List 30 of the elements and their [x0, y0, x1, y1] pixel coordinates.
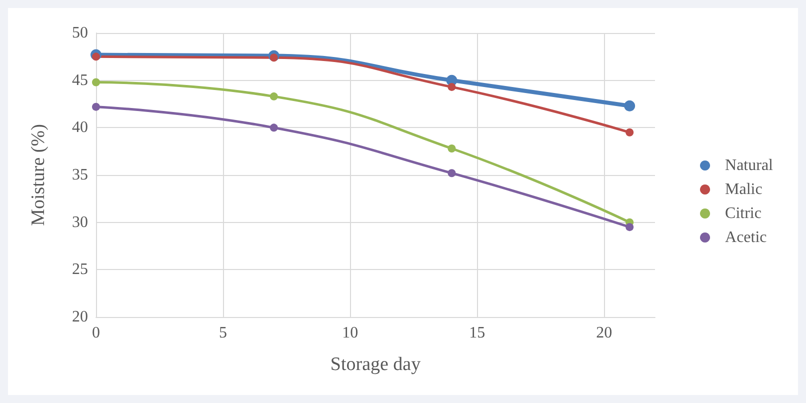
- x-tick-label: 10: [342, 324, 358, 342]
- point: [448, 144, 456, 152]
- y-tick-label: 40: [72, 119, 88, 136]
- legend-label: Natural: [725, 157, 774, 174]
- y-tick-label: 25: [72, 261, 88, 278]
- point: [92, 102, 100, 111]
- point: [92, 78, 100, 86]
- point: [448, 82, 456, 91]
- y-axis-title: Moisture (%): [28, 124, 49, 226]
- x-tick-label: 0: [92, 324, 100, 342]
- y-tick-label: 20: [72, 308, 88, 326]
- point: [92, 52, 100, 61]
- legend-label: Malic: [725, 181, 762, 198]
- point: [626, 128, 634, 136]
- x-tick-label: 5: [219, 324, 228, 342]
- point: [448, 169, 456, 178]
- point: [270, 54, 278, 62]
- point: [270, 92, 278, 100]
- x-tick-label: 20: [596, 324, 612, 342]
- point: [626, 223, 634, 232]
- x-tick-label: 15: [469, 324, 486, 342]
- point: [624, 100, 636, 112]
- y-tick-label: 30: [72, 214, 88, 231]
- y-tick-label: 50: [72, 24, 88, 42]
- legend-label: Citric: [725, 205, 762, 222]
- point: [270, 124, 278, 132]
- x-axis-title: Storage day: [330, 354, 422, 375]
- legend-label: Acetic: [725, 229, 767, 246]
- y-tick-label: 35: [72, 166, 88, 184]
- y-tick-label: 45: [72, 72, 88, 89]
